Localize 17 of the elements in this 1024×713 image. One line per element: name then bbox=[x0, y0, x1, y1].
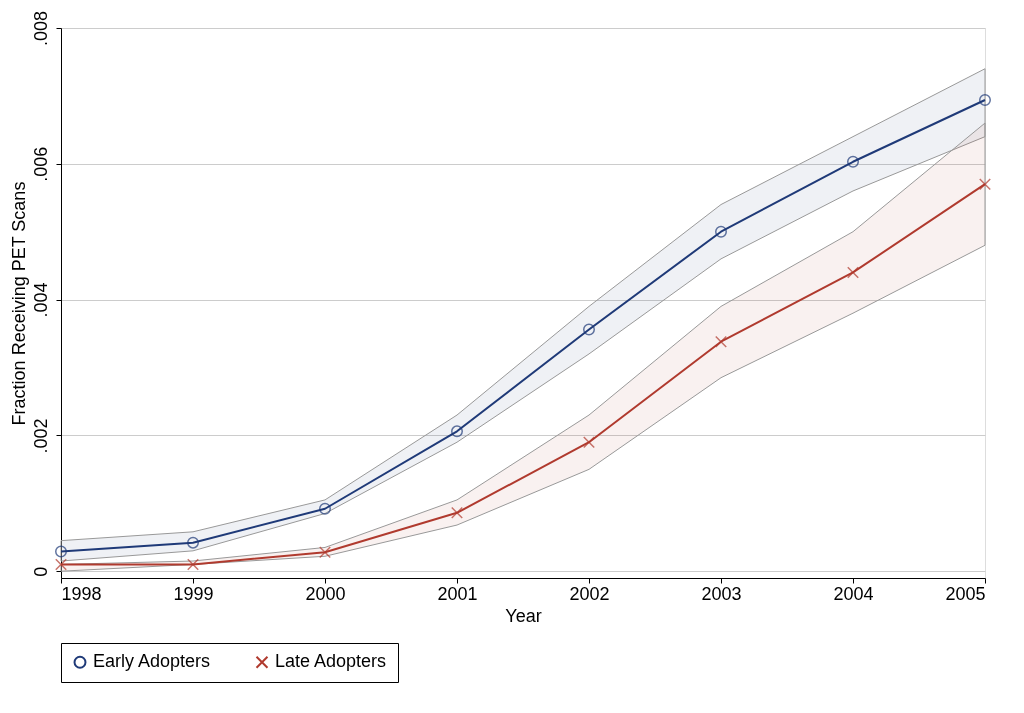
legend-label: Early Adopters bbox=[93, 651, 211, 672]
x-tick-label: 2000 bbox=[305, 583, 346, 604]
y-tick-label: .006 bbox=[30, 146, 51, 182]
x-axis-title: Year bbox=[505, 605, 542, 626]
y-tick-label: .002 bbox=[30, 418, 51, 454]
x-tick-label: 2004 bbox=[833, 583, 874, 604]
y-tick-label: .008 bbox=[30, 10, 51, 47]
x-tick-label: 1998 bbox=[61, 583, 102, 604]
y-tick-label: .004 bbox=[30, 282, 51, 318]
x-tick-label: 2001 bbox=[437, 583, 478, 604]
y-tick-label: 0 bbox=[30, 566, 51, 577]
x-tick-label: 2003 bbox=[701, 583, 742, 604]
legend-label: Late Adopters bbox=[275, 651, 387, 672]
x-tick-label: 2005 bbox=[945, 583, 986, 604]
x-tick-label: 2002 bbox=[569, 583, 610, 604]
x-tick-label: 1999 bbox=[173, 583, 214, 604]
y-axis-title: Fraction Receiving PET Scans bbox=[8, 181, 29, 426]
